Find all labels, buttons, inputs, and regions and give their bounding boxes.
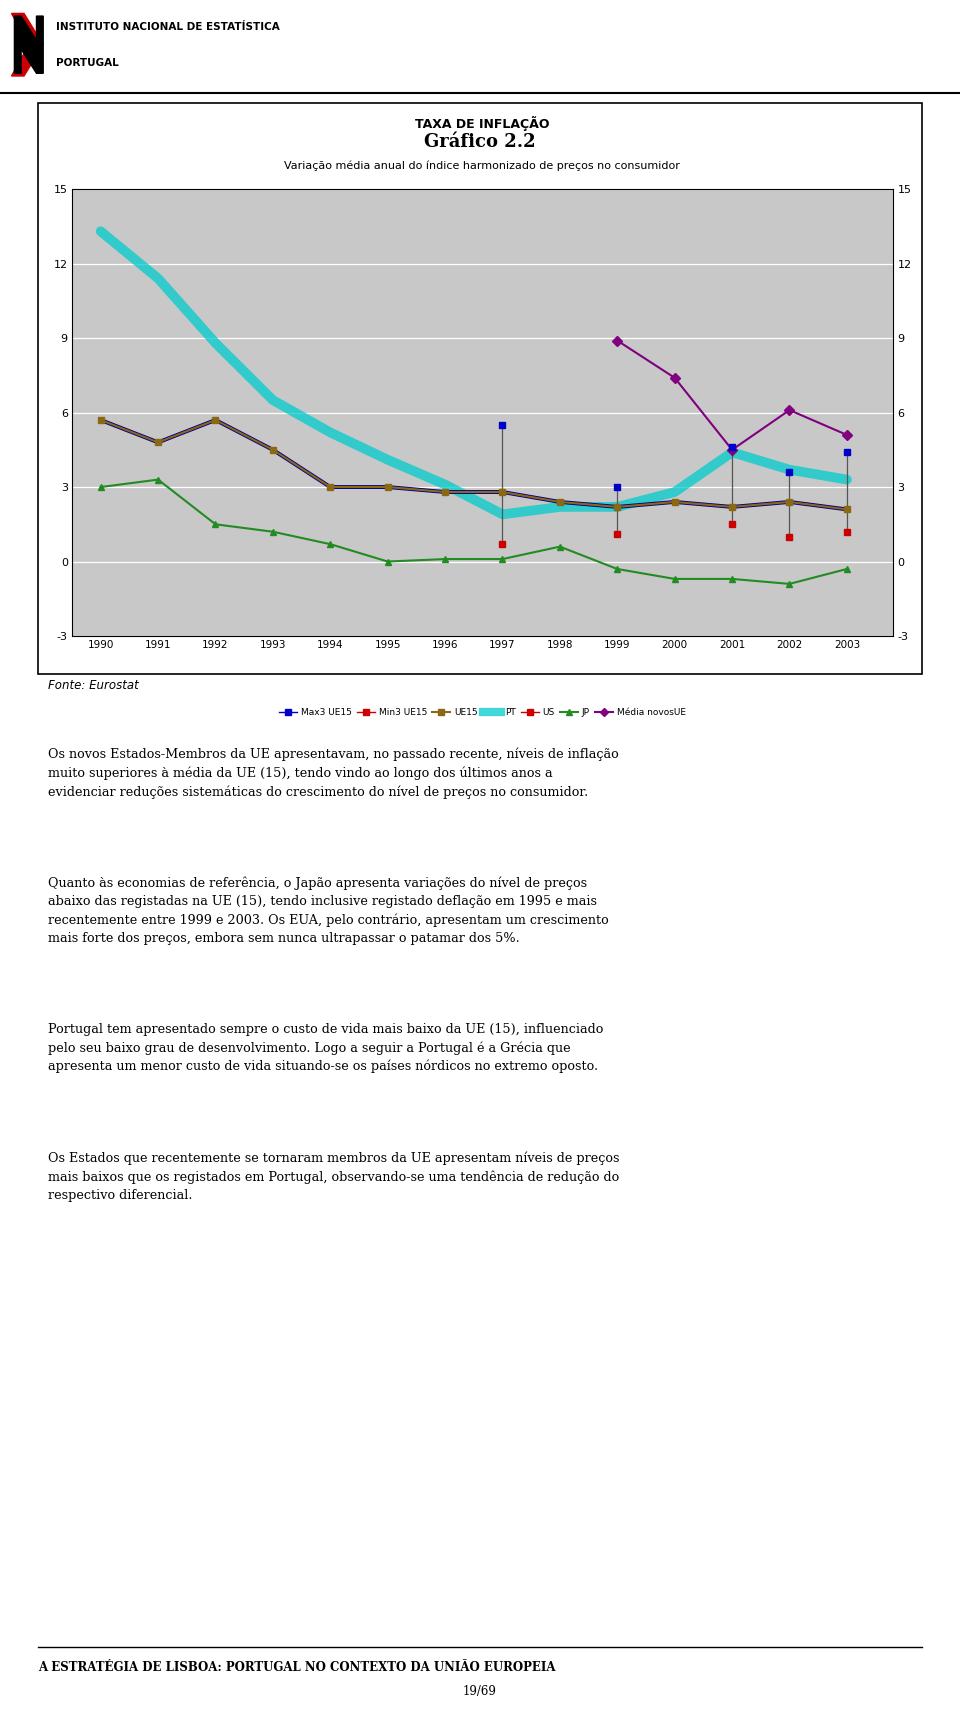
Text: Os novos Estados-Membros da UE apresentavam, no passado recente, níveis de infla: Os novos Estados-Membros da UE apresenta… <box>48 748 619 799</box>
Text: TAXA DE INFLAÇÃO: TAXA DE INFLAÇÃO <box>415 115 550 131</box>
Text: Gráfico 2.2: Gráfico 2.2 <box>424 132 536 151</box>
Text: A ESTRATÉGIA DE LISBOA: PORTUGAL NO CONTEXTO DA UNIÃO EUROPEIA: A ESTRATÉGIA DE LISBOA: PORTUGAL NO CONT… <box>38 1661 556 1674</box>
Polygon shape <box>12 14 43 76</box>
Text: 19/69: 19/69 <box>463 1685 497 1698</box>
Text: Os Estados que recentemente se tornaram membros da UE apresentam níveis de preço: Os Estados que recentemente se tornaram … <box>48 1152 619 1202</box>
Polygon shape <box>14 15 43 74</box>
Text: Fonte: Eurostat: Fonte: Eurostat <box>48 679 139 693</box>
Text: INSTITUTO NACIONAL DE ESTATÍSTICA: INSTITUTO NACIONAL DE ESTATÍSTICA <box>56 22 279 33</box>
Legend: Max3 UE15, Min3 UE15, UE15, PT, US, JP, Média novosUE: Max3 UE15, Min3 UE15, UE15, PT, US, JP, … <box>276 705 689 720</box>
Text: Variação média anual do índice harmonizado de preços no consumidor: Variação média anual do índice harmoniza… <box>284 160 681 172</box>
Text: Portugal tem apresentado sempre o custo de vida mais baixo da UE (15), influenci: Portugal tem apresentado sempre o custo … <box>48 1023 604 1073</box>
Text: PORTUGAL: PORTUGAL <box>56 57 118 67</box>
Text: Quanto às economias de referência, o Japão apresenta variações do nível de preço: Quanto às economias de referência, o Jap… <box>48 877 609 945</box>
